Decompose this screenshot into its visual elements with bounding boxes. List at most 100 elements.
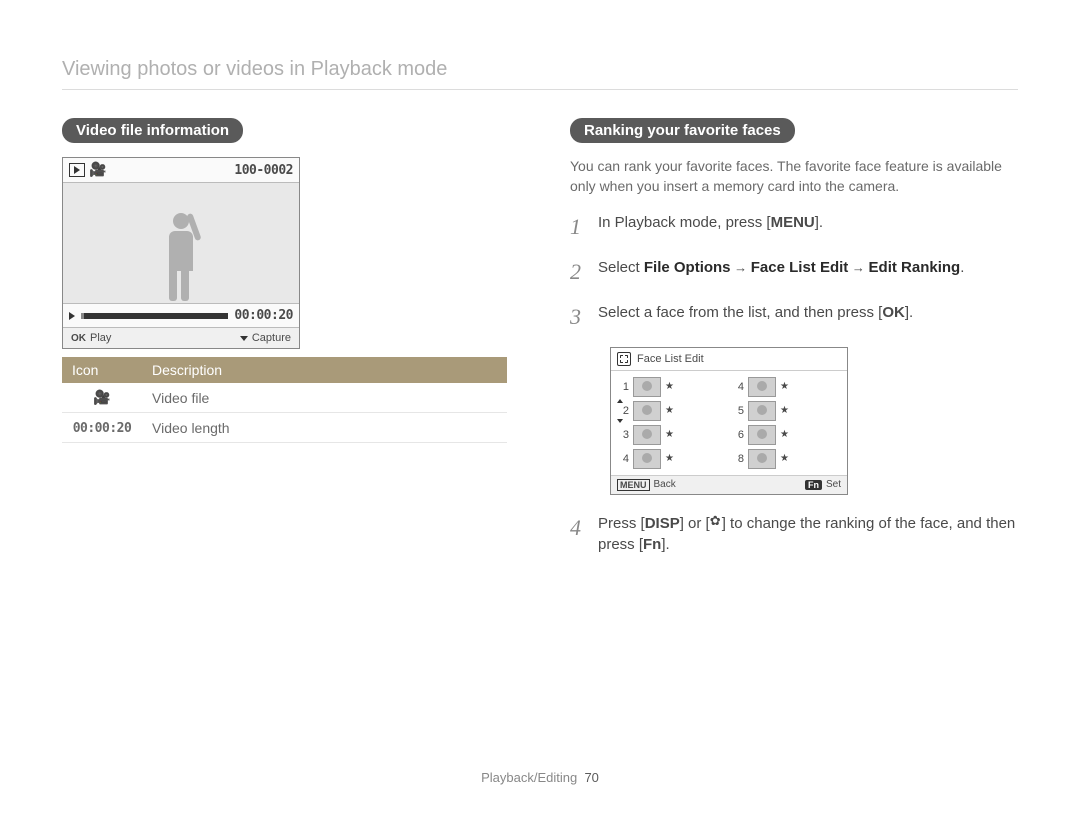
- rank-num: 5: [734, 405, 744, 417]
- playback-mode-icon: [69, 163, 85, 177]
- step-2: 2 Select File Options → Face List Edit →…: [570, 257, 1018, 288]
- step-number: 1: [570, 212, 586, 243]
- section-pill-ranking: Ranking your favorite faces: [570, 118, 795, 143]
- video-time: 00:00:20: [234, 308, 293, 323]
- star-icon: ★: [780, 453, 789, 464]
- arrow-icon: →: [731, 260, 751, 275]
- rank-num-selected: 2: [619, 405, 629, 417]
- face-thumb: [633, 401, 661, 421]
- file-counter: 100-0002: [234, 163, 293, 178]
- face-mock-title-row: Face List Edit: [611, 348, 847, 371]
- step-text-mid: ] or [: [680, 515, 710, 532]
- content-columns: Video file information 🎥 100-0002: [62, 118, 1018, 569]
- step-text-a: Select: [598, 259, 644, 276]
- col-icon-header: Icon: [62, 357, 142, 383]
- face-thumb: [748, 449, 776, 469]
- section-pill-video-info: Video file information: [62, 118, 243, 143]
- face-thumb: [633, 425, 661, 445]
- video-controls-row: OK Play Capture: [63, 327, 299, 348]
- set-label: Set: [826, 479, 841, 490]
- back-label: Back: [654, 479, 676, 490]
- face-cell: 2★: [619, 401, 724, 421]
- play-icon: [69, 312, 75, 320]
- left-column: Video file information 🎥 100-0002: [62, 118, 510, 569]
- step-number: 4: [570, 513, 586, 555]
- step-1: 1 In Playback mode, press [MENU].: [570, 212, 1018, 243]
- steps-list: 1 In Playback mode, press [MENU]. 2 Sele…: [570, 212, 1018, 332]
- video-progress-row: 00:00:20: [63, 303, 299, 327]
- star-icon: ★: [780, 405, 789, 416]
- face-detect-icon: [617, 352, 631, 366]
- video-length-value: 00:00:20: [73, 421, 132, 436]
- step-3: 3 Select a face from the list, and then …: [570, 302, 1018, 333]
- menu-key: MENU: [771, 214, 815, 231]
- title-rule: [62, 89, 1018, 90]
- video-top-bar: 🎥 100-0002: [63, 158, 299, 183]
- face-mock-bottom: MENU Back Fn Set: [611, 475, 847, 494]
- face-cell: 1★: [619, 377, 724, 397]
- step-text-a: Press [: [598, 515, 645, 532]
- video-file-icon: 🎥: [89, 162, 106, 178]
- star-icon: ★: [665, 429, 674, 440]
- face-grid: 1★ 4★ 2★ 5★ 3★ 6★ 4★ 8★: [611, 371, 847, 475]
- disp-key: DISP: [645, 515, 680, 532]
- star-icon: ★: [665, 381, 674, 392]
- step-text-a: Select a face from the list, and then pr…: [598, 304, 882, 321]
- step-text-c: ].: [661, 536, 669, 553]
- face-mock-title: Face List Edit: [637, 353, 704, 365]
- rank-num: 6: [734, 429, 744, 441]
- bold-file-options: File Options: [644, 259, 731, 276]
- video-frame: [63, 183, 299, 303]
- step-number: 2: [570, 257, 586, 288]
- page-title: Viewing photos or videos in Playback mod…: [62, 58, 1018, 81]
- ok-key-label: OK: [71, 333, 86, 344]
- video-preview-mock: 🎥 100-0002 00:00:20 OK Play Capture: [62, 157, 300, 349]
- capture-label: Capture: [252, 332, 291, 344]
- step-number: 3: [570, 302, 586, 333]
- table-row: 🎥 Video file: [62, 383, 507, 413]
- face-thumb: [748, 401, 776, 421]
- face-cell: 4★: [734, 377, 839, 397]
- footer-page-number: 70: [584, 770, 598, 785]
- face-thumb: [633, 449, 661, 469]
- step-4: 4 Press [DISP] or [] to change the ranki…: [570, 513, 1018, 555]
- right-column: Ranking your favorite faces You can rank…: [570, 118, 1018, 569]
- face-thumb: [748, 377, 776, 397]
- star-icon: ★: [780, 381, 789, 392]
- bold-face-list-edit: Face List Edit: [751, 259, 849, 276]
- face-list-mock: Face List Edit 1★ 4★ 2★ 5★ 3★ 6★ 4★ 8★ M…: [610, 347, 848, 495]
- ok-key: OK: [882, 304, 905, 321]
- menu-key-badge: MENU: [617, 479, 650, 491]
- progress-bar: [81, 313, 228, 319]
- step-text-end: .: [960, 259, 964, 276]
- rank-num: 1: [619, 381, 629, 393]
- face-cell: 8★: [734, 449, 839, 469]
- face-cell: 3★: [619, 425, 724, 445]
- table-row: 00:00:20 Video length: [62, 413, 507, 443]
- rank-num: 4: [619, 453, 629, 465]
- rank-num: 3: [619, 429, 629, 441]
- face-thumb: [748, 425, 776, 445]
- rank-num: 8: [734, 453, 744, 465]
- face-cell: 6★: [734, 425, 839, 445]
- step-text-b: ].: [905, 304, 913, 321]
- cell-desc: Video file: [142, 383, 507, 413]
- fn-key-badge: Fn: [805, 480, 822, 490]
- video-info-table: Icon Description 🎥 Video file 00:00:20 V…: [62, 357, 507, 443]
- face-cell: 5★: [734, 401, 839, 421]
- footer-section: Playback/Editing: [481, 770, 577, 785]
- face-cell: 4★: [619, 449, 724, 469]
- star-icon: ★: [780, 429, 789, 440]
- bold-edit-ranking: Edit Ranking: [869, 259, 961, 276]
- fn-key: Fn: [643, 536, 661, 553]
- flower-icon: [710, 516, 722, 528]
- col-desc-header: Description: [142, 357, 507, 383]
- play-label: Play: [90, 332, 111, 344]
- person-silhouette: [161, 213, 201, 303]
- face-thumb: [633, 377, 661, 397]
- page-footer: Playback/Editing 70: [0, 770, 1080, 785]
- star-icon: ★: [665, 405, 674, 416]
- down-icon: [240, 336, 248, 341]
- star-icon: ★: [665, 453, 674, 464]
- steps-list-continued: 4 Press [DISP] or [] to change the ranki…: [570, 513, 1018, 555]
